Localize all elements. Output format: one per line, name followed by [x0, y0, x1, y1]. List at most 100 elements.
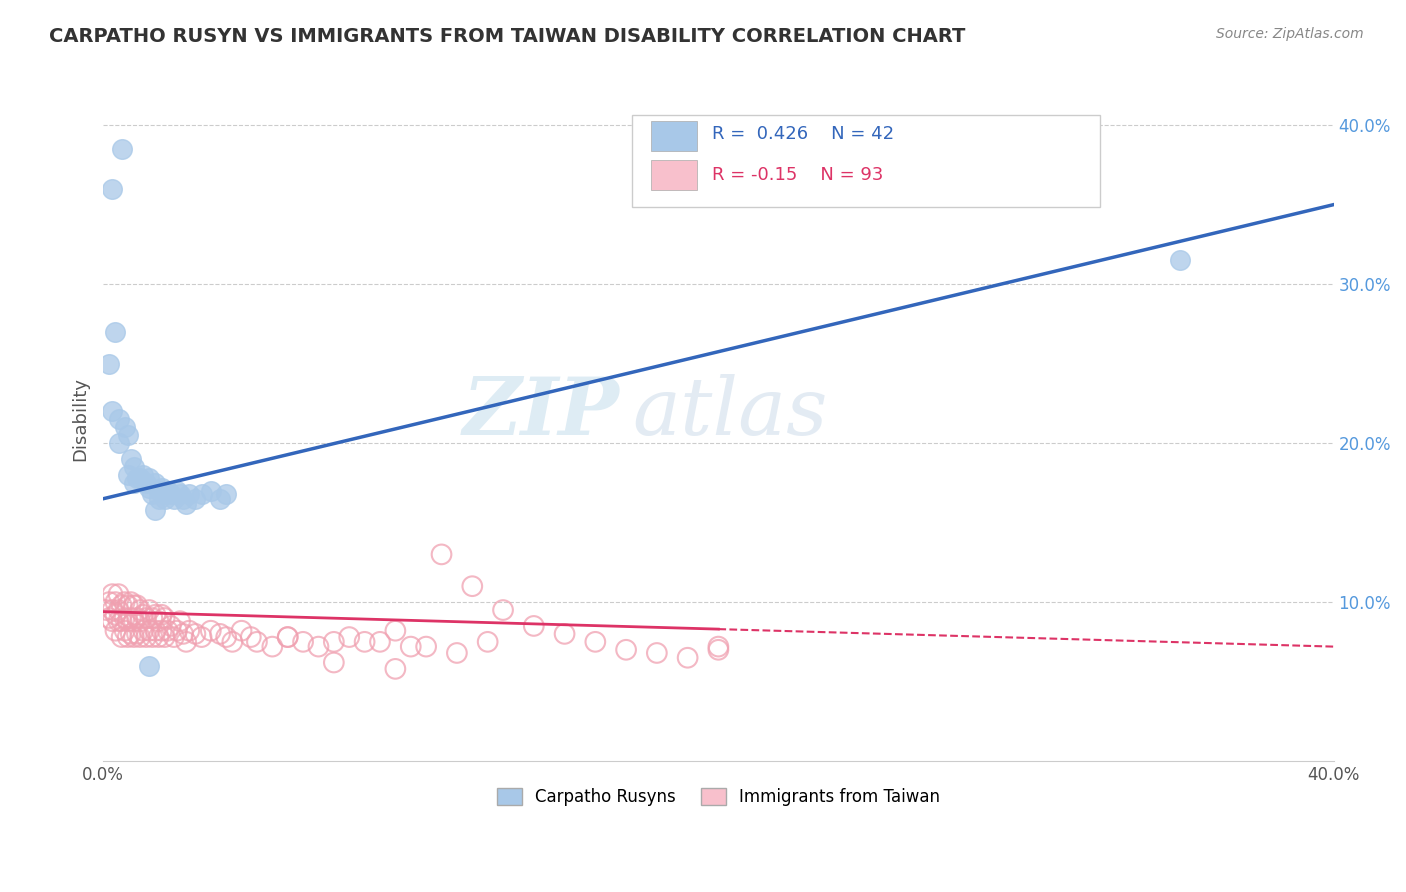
- Point: [107, 603, 129, 617]
- Point: [132, 607, 155, 622]
- Point: [120, 452, 142, 467]
- Point: [239, 630, 262, 644]
- Point: [117, 467, 139, 482]
- Point: [148, 483, 170, 498]
- Point: [117, 599, 139, 613]
- Text: R =  0.426    N = 42: R = 0.426 N = 42: [713, 125, 894, 144]
- Point: [172, 491, 194, 506]
- Point: [129, 471, 152, 485]
- Point: [153, 630, 176, 644]
- Point: [231, 624, 253, 638]
- Point: [399, 640, 422, 654]
- Point: [163, 630, 186, 644]
- Point: [132, 467, 155, 482]
- Point: [114, 595, 136, 609]
- Point: [138, 603, 160, 617]
- Point: [125, 611, 148, 625]
- Point: [159, 619, 181, 633]
- Point: [200, 483, 222, 498]
- Point: [125, 599, 148, 613]
- Point: [277, 630, 299, 644]
- Point: [200, 624, 222, 638]
- Point: [308, 640, 330, 654]
- Legend: Carpatho Rusyns, Immigrants from Taiwan: Carpatho Rusyns, Immigrants from Taiwan: [488, 780, 949, 814]
- Point: [153, 487, 176, 501]
- Point: [179, 624, 201, 638]
- Point: [110, 142, 132, 156]
- Point: [125, 627, 148, 641]
- Point: [110, 630, 132, 644]
- Point: [117, 428, 139, 442]
- Point: [148, 614, 170, 628]
- Point: [150, 607, 173, 622]
- Point: [150, 481, 173, 495]
- Point: [292, 635, 315, 649]
- Point: [322, 635, 344, 649]
- Point: [492, 603, 515, 617]
- Point: [117, 630, 139, 644]
- Point: [614, 642, 637, 657]
- FancyBboxPatch shape: [633, 115, 1099, 207]
- Point: [122, 614, 145, 628]
- Point: [120, 611, 142, 625]
- Point: [166, 624, 188, 638]
- Point: [208, 491, 231, 506]
- Point: [184, 627, 207, 641]
- Point: [208, 627, 231, 641]
- Point: [141, 630, 163, 644]
- Text: R = -0.15    N = 93: R = -0.15 N = 93: [713, 166, 883, 184]
- Text: CARPATHO RUSYN VS IMMIGRANTS FROM TAIWAN DISABILITY CORRELATION CHART: CARPATHO RUSYN VS IMMIGRANTS FROM TAIWAN…: [49, 27, 966, 45]
- Point: [125, 471, 148, 485]
- Point: [215, 487, 238, 501]
- Point: [477, 635, 499, 649]
- Point: [215, 630, 238, 644]
- Point: [159, 487, 181, 501]
- Point: [461, 579, 484, 593]
- Point: [101, 603, 124, 617]
- Point: [101, 587, 124, 601]
- Point: [246, 635, 269, 649]
- Point: [172, 627, 194, 641]
- Point: [148, 630, 170, 644]
- Point: [138, 624, 160, 638]
- Point: [101, 404, 124, 418]
- Point: [145, 607, 167, 622]
- Point: [645, 646, 668, 660]
- Point: [122, 459, 145, 474]
- Point: [153, 491, 176, 506]
- Point: [353, 635, 375, 649]
- Point: [104, 595, 127, 609]
- Point: [166, 483, 188, 498]
- Point: [322, 656, 344, 670]
- Point: [163, 491, 186, 506]
- Point: [101, 182, 124, 196]
- Point: [110, 614, 132, 628]
- Point: [122, 599, 145, 613]
- Point: [101, 614, 124, 628]
- Point: [179, 487, 201, 501]
- Point: [156, 624, 179, 638]
- Point: [120, 595, 142, 609]
- Point: [129, 614, 152, 628]
- FancyBboxPatch shape: [651, 120, 697, 151]
- Point: [174, 635, 197, 649]
- Point: [156, 483, 179, 498]
- Point: [114, 420, 136, 434]
- Point: [138, 481, 160, 495]
- Point: [145, 475, 167, 490]
- Point: [153, 611, 176, 625]
- Point: [104, 624, 127, 638]
- Point: [122, 475, 145, 490]
- Point: [262, 640, 284, 654]
- Point: [430, 548, 453, 562]
- Point: [141, 611, 163, 625]
- Point: [98, 611, 121, 625]
- Point: [98, 595, 121, 609]
- Point: [368, 635, 391, 649]
- Point: [141, 487, 163, 501]
- Point: [676, 650, 699, 665]
- Text: Source: ZipAtlas.com: Source: ZipAtlas.com: [1216, 27, 1364, 41]
- Point: [169, 487, 191, 501]
- Point: [150, 624, 173, 638]
- Point: [107, 587, 129, 601]
